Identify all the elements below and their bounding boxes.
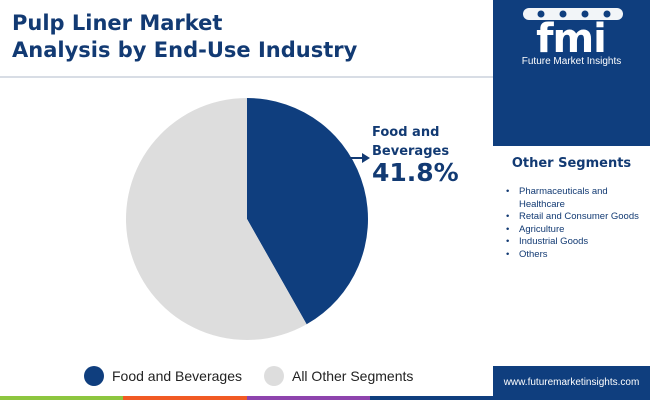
brand-name: Future Market Insights [521, 56, 622, 67]
list-item: Industrial Goods [503, 236, 646, 249]
legend-item-other-segments: All Other Segments [263, 366, 414, 386]
list-item: Pharmaceuticals and Healthcare [503, 186, 646, 211]
legend-item-food-beverages: Food and Beverages [84, 366, 242, 386]
title-line-1: Pulp Liner Market [12, 11, 223, 35]
callout-value: 41.8% [372, 158, 459, 187]
pie-chart [125, 97, 368, 340]
list-item: Others [503, 249, 646, 262]
legend-swatch-other-segments [263, 366, 284, 386]
chart-legend: Food and Beverages All Other Segments [84, 363, 435, 389]
callout-label-line-2: Beverages [372, 144, 450, 159]
callout-label: Food and Beverages [372, 123, 449, 161]
bottom-bar-segment [369, 396, 493, 400]
bottom-bar-segment [123, 396, 247, 400]
fmi-logo-icon: fmi [523, 8, 623, 62]
bottom-bar-segment [246, 396, 370, 400]
pie-slice-all-other-segments [125, 97, 307, 340]
legend-label: All Other Segments [291, 368, 414, 384]
website-url[interactable]: www.futuremarketinsights.com [503, 377, 640, 388]
legend-label: Food and Beverages [112, 368, 242, 384]
side-panel: fmi Future Market Insights Other Segment… [493, 0, 650, 400]
title-divider [0, 76, 493, 78]
callout-label-line-1: Food and [372, 125, 440, 140]
other-segments-title: Other Segments [511, 156, 632, 171]
page-title: Pulp Liner Market Analysis by End-Use In… [12, 10, 482, 64]
other-segments-list: Pharmaceuticals and Healthcare Retail an… [503, 186, 646, 261]
pie-slice-food-and-beverages [247, 98, 368, 325]
svg-text:fmi: fmi [536, 16, 606, 62]
pie-slices [125, 97, 368, 340]
callout-arrow-icon [349, 153, 370, 163]
bottom-bar-segment [0, 396, 124, 400]
bottom-color-bar [0, 396, 493, 400]
legend-swatch-food-beverages [84, 366, 104, 386]
list-item: Agriculture [503, 224, 646, 237]
list-item: Retail and Consumer Goods [503, 211, 646, 224]
title-line-2: Analysis by End-Use Industry [12, 38, 358, 62]
other-segments-box: Other Segments Pharmaceuticals and Healt… [493, 146, 650, 366]
